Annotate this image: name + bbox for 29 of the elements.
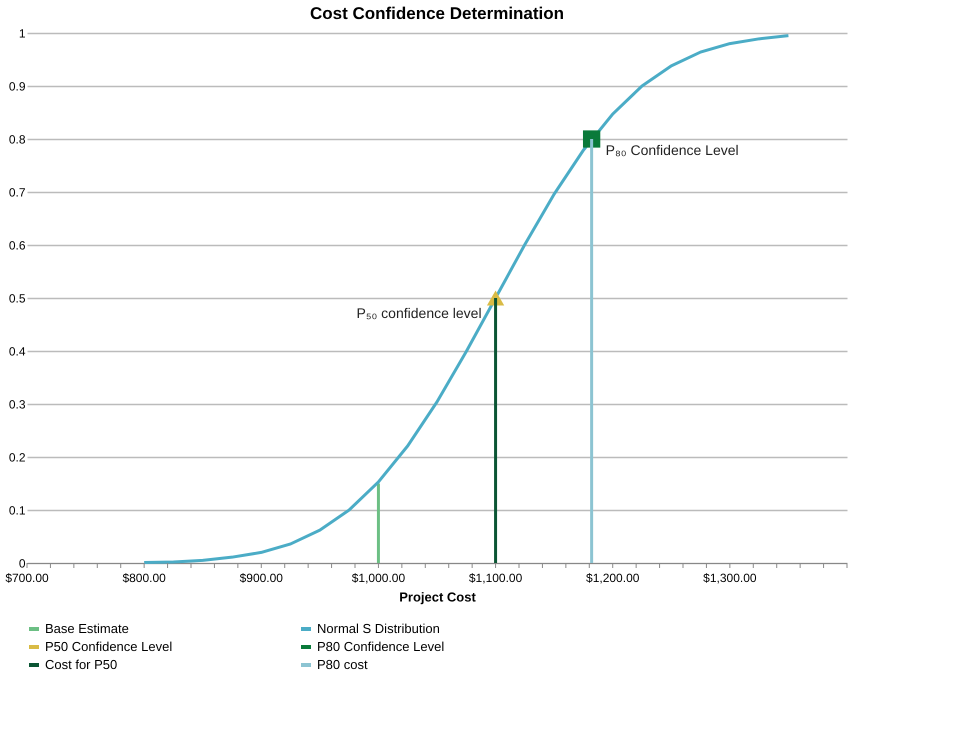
- legend-label: P80 Confidence Level: [317, 639, 444, 654]
- y-tick-label: 0: [18, 556, 26, 570]
- legend-label: Base Estimate: [45, 621, 129, 636]
- y-tick-label: 0.4: [8, 344, 26, 358]
- x-axis-title: Project Cost: [399, 590, 476, 604]
- x-tick-label: $900.00: [240, 571, 284, 585]
- annotation: P₈₀ Confidence Level: [606, 142, 739, 158]
- y-tick-label: 0.3: [8, 398, 26, 412]
- legend-label: Normal S Distribution: [317, 621, 440, 636]
- x-tick-label: $1,200.00: [586, 571, 640, 585]
- y-tick-label: 0.5: [8, 292, 26, 306]
- y-tick-label: 0.9: [8, 80, 26, 94]
- y-tick-label: 0.6: [8, 238, 26, 252]
- legend-label: P80 cost: [317, 657, 368, 672]
- x-tick-label: $1,000.00: [352, 571, 406, 585]
- line-series: [142, 34, 790, 564]
- x-tick-label: $800.00: [122, 571, 166, 585]
- legend-label: Cost for P50: [45, 657, 118, 672]
- x-tick-label: $1,100.00: [468, 571, 523, 585]
- y-tick-label: 0.2: [8, 450, 26, 464]
- y-tick-label: 1: [18, 26, 26, 40]
- chart-title: Cost Confidence Determination: [310, 4, 564, 23]
- legend-label: P50 Confidence Level: [45, 639, 172, 654]
- y-tick-label: 0.8: [8, 132, 26, 146]
- annotation: P₅₀ confidence level: [356, 305, 482, 321]
- y-tick-label: 0.7: [8, 186, 26, 200]
- x-tick-label: $1,300.00: [703, 571, 757, 585]
- y-tick-label: 0.1: [8, 504, 26, 518]
- x-tick-label: $700.00: [5, 571, 50, 585]
